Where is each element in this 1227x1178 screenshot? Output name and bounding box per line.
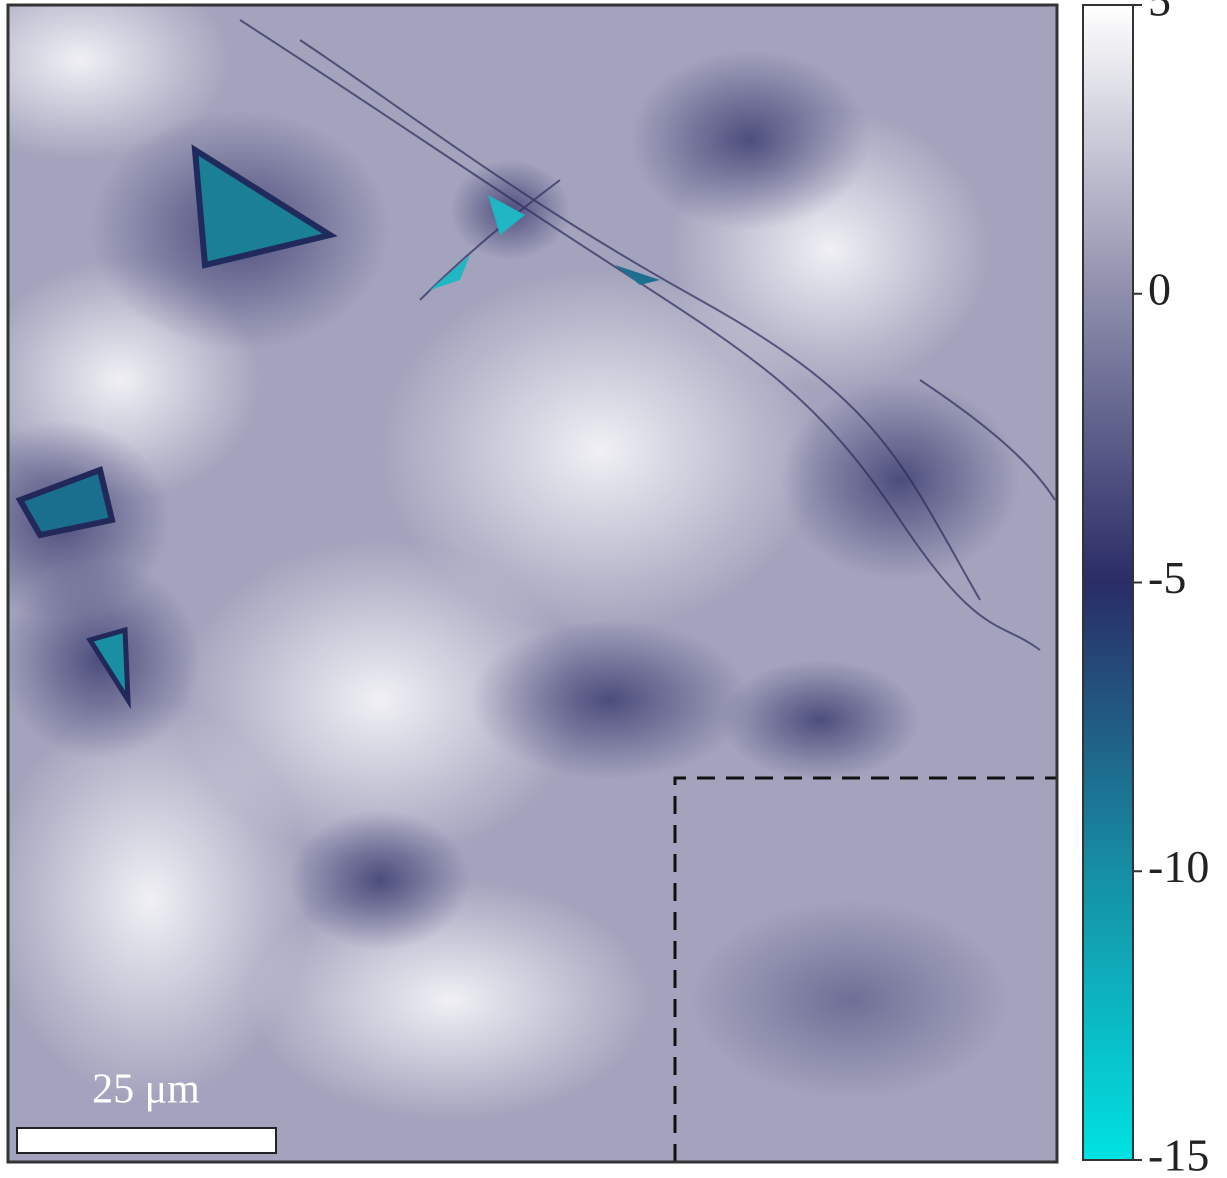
figure: 25 μm 5 0 -5 -10 -15 bbox=[0, 0, 1227, 1178]
colorbar-tick-label: 5 bbox=[1148, 0, 1171, 26]
colorbar-tick-label: -15 bbox=[1148, 1130, 1209, 1178]
colorbar bbox=[1083, 5, 1133, 1160]
scale-bar bbox=[17, 1128, 276, 1153]
colorbar-tick-label: 0 bbox=[1148, 263, 1171, 314]
colorbar-tick-label: -10 bbox=[1148, 841, 1209, 892]
micrograph: 25 μm bbox=[0, 0, 1057, 1162]
colorbar-ticks: 5 0 -5 -10 -15 bbox=[1133, 0, 1209, 1178]
colorbar-tick-label: -5 bbox=[1148, 552, 1186, 603]
scale-bar-label: 25 μm bbox=[92, 1067, 200, 1113]
